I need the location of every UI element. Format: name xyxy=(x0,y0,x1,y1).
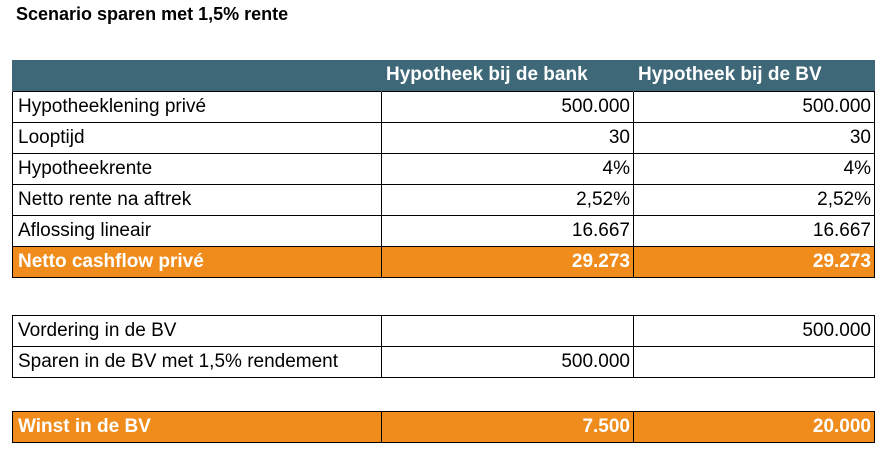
bv-value: 29.273 xyxy=(633,245,875,278)
bv-value: 500.000 xyxy=(633,315,875,347)
bank-value: 30 xyxy=(381,121,634,154)
table-row: Aflossing lineair 16.667 16.667 xyxy=(12,214,875,247)
table-row: Vordering in de BV 500.000 xyxy=(12,315,875,347)
bv-value: 2,52% xyxy=(633,183,875,216)
bank-value: 16.667 xyxy=(381,214,634,247)
bv-value: 16.667 xyxy=(633,214,875,247)
header-bank: Hypotheek bij de bank xyxy=(381,60,634,91)
row-label: Sparen in de BV met 1,5% rendement xyxy=(12,346,382,378)
page-title: Scenario sparen met 1,5% rente xyxy=(16,4,289,24)
header-bv: Hypotheek bij de BV xyxy=(633,60,875,91)
table-header-row: Hypotheek bij de bank Hypotheek bij de B… xyxy=(12,60,875,91)
bv-value: 500.000 xyxy=(633,90,875,123)
header-empty-cell xyxy=(12,60,382,91)
row-label: Vordering in de BV xyxy=(12,315,382,347)
table-row: Hypotheeklening privé 500.000 500.000 xyxy=(12,90,875,123)
row-label: Netto cashflow privé xyxy=(12,245,382,278)
row-label: Hypotheeklening privé xyxy=(12,90,382,123)
net-cashflow-row: Netto cashflow privé 29.273 29.273 xyxy=(12,245,875,278)
bv-savings-table: Vordering in de BV 500.000 Sparen in de … xyxy=(12,315,875,378)
bank-value: 500.000 xyxy=(381,90,634,123)
table-row: Hypotheekrente 4% 4% xyxy=(12,152,875,185)
bank-value: 29.273 xyxy=(381,245,634,278)
bv-value: 30 xyxy=(633,121,875,154)
bv-value xyxy=(633,346,875,378)
bv-value: 20.000 xyxy=(633,411,875,443)
bank-value: 500.000 xyxy=(381,346,634,378)
bank-value: 2,52% xyxy=(381,183,634,216)
table-row: Looptijd 30 30 xyxy=(12,121,875,154)
row-label: Aflossing lineair xyxy=(12,214,382,247)
row-label: Hypotheekrente xyxy=(12,152,382,185)
table-row: Netto rente na aftrek 2,52% 2,52% xyxy=(12,183,875,216)
row-label: Winst in de BV xyxy=(12,411,382,443)
table-row: Sparen in de BV met 1,5% rendement 500.0… xyxy=(12,346,875,378)
mortgage-comparison-table: Hypotheek bij de bank Hypotheek bij de B… xyxy=(12,60,875,278)
row-label: Netto rente na aftrek xyxy=(12,183,382,216)
bank-value: 4% xyxy=(381,152,634,185)
bank-value: 7.500 xyxy=(381,411,634,443)
row-label: Looptijd xyxy=(12,121,382,154)
bv-profit-table: Winst in de BV 7.500 20.000 xyxy=(12,411,875,443)
bank-value xyxy=(381,315,634,347)
bv-value: 4% xyxy=(633,152,875,185)
bv-profit-row: Winst in de BV 7.500 20.000 xyxy=(12,411,875,443)
